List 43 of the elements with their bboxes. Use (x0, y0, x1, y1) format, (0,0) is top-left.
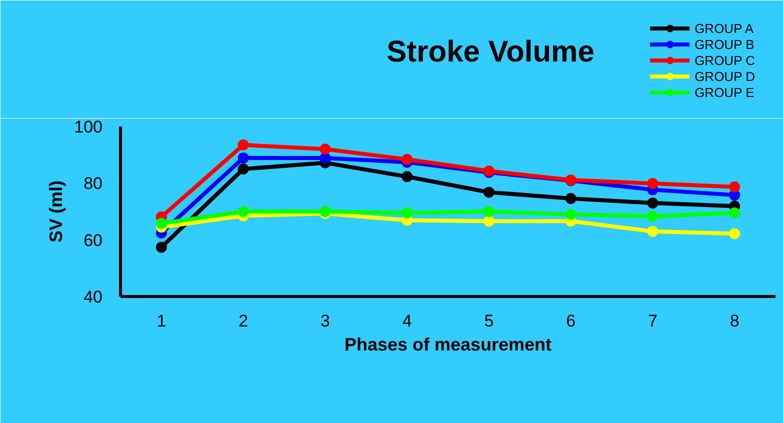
y-tick-label: 40 (84, 288, 103, 306)
y-tick-label: 100 (74, 118, 103, 136)
y-tick-label: 60 (84, 230, 103, 250)
point (483, 186, 494, 198)
point (238, 139, 249, 150)
point (238, 206, 249, 217)
legend-label: GROUP E (694, 84, 754, 100)
chart-title: Stroke Volume (386, 36, 594, 68)
x-tick-label: 5 (484, 312, 494, 330)
point (156, 218, 167, 229)
x-tick-label: 3 (320, 312, 330, 330)
point (729, 228, 740, 240)
legend-label: GROUP A (694, 20, 754, 36)
x-tick-label: 1 (156, 312, 166, 330)
point (238, 152, 249, 164)
x-tick-label: 8 (730, 312, 740, 330)
point (483, 206, 494, 217)
legend-label: GROUP B (694, 36, 754, 52)
point (320, 144, 331, 155)
point (647, 178, 658, 189)
legend-label: GROUP D (694, 68, 755, 84)
point (402, 154, 413, 165)
point (565, 208, 576, 220)
point (156, 242, 167, 253)
y-axis-title: SV (ml) (46, 180, 66, 243)
point (483, 216, 494, 227)
x-axis-title: Phases of measurement (344, 334, 552, 354)
point (729, 207, 740, 218)
point (402, 171, 413, 182)
point (565, 192, 576, 204)
point (729, 181, 740, 192)
point (647, 210, 658, 222)
x-tick-label: 7 (648, 312, 658, 330)
point (647, 198, 658, 208)
x-tick-label: 4 (402, 312, 412, 330)
point (320, 152, 331, 164)
point (402, 207, 413, 218)
point (238, 164, 249, 174)
legend-label: GROUP C (694, 52, 755, 68)
x-tick-label: 6 (566, 312, 576, 330)
x-tick-label: 2 (238, 312, 248, 330)
point (647, 226, 658, 237)
y-tick-label: 80 (84, 174, 103, 194)
